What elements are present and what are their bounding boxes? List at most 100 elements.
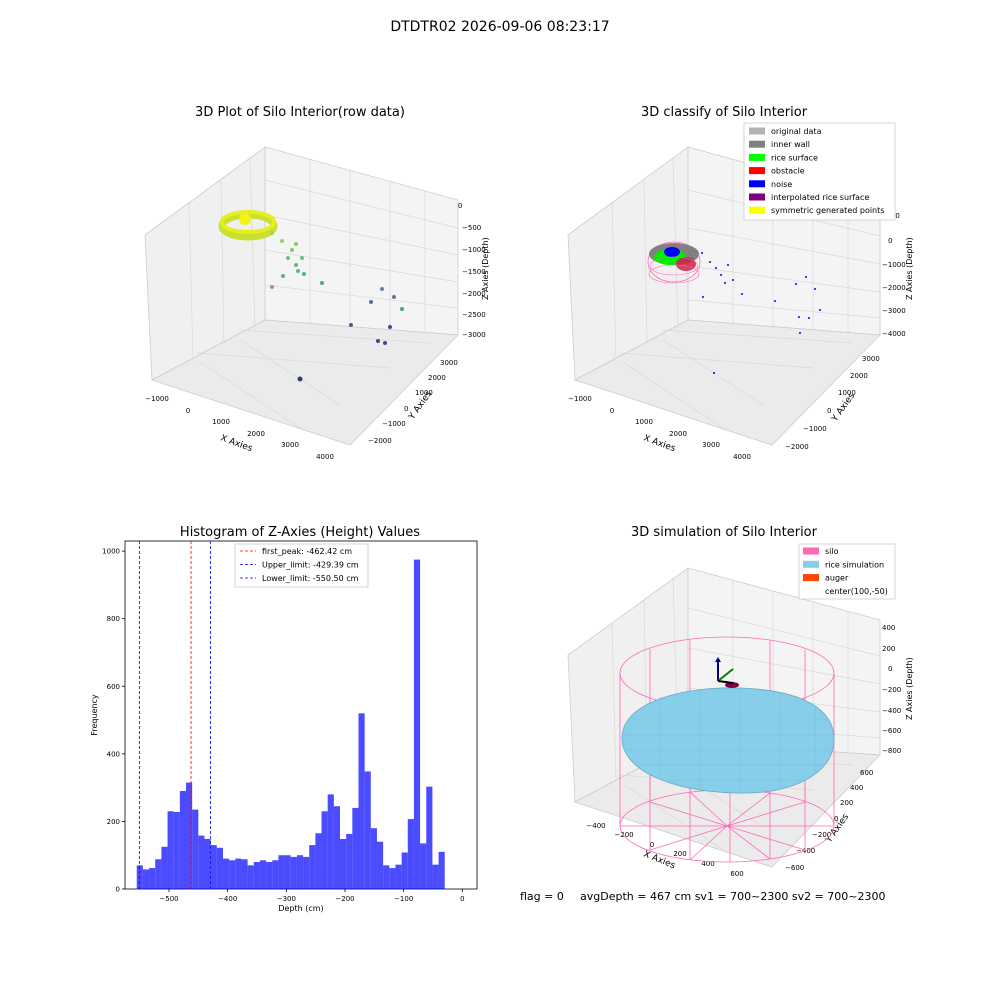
plot2-point <box>732 279 734 281</box>
plot2-xtick: 3000 <box>702 441 720 449</box>
plot4-zlabel: Z Axies (Depth) <box>905 657 914 720</box>
plot2-point <box>724 282 726 284</box>
hist-bar <box>222 858 230 889</box>
plot1-point <box>376 339 380 343</box>
hist-bar <box>259 860 267 889</box>
legend-label: rice simulation <box>825 560 884 569</box>
plot2-xtick: 2000 <box>669 430 687 438</box>
plot2-point <box>702 296 704 298</box>
plot4-xtick: −200 <box>614 831 633 839</box>
plot1-ztick: −3000 <box>462 331 486 339</box>
plot1-ytick: −2000 <box>368 437 392 445</box>
legend-swatch <box>749 180 765 188</box>
plot2-title: 3D classify of Silo Interior <box>641 105 808 120</box>
plot4-legend: silo rice simulation auger center(100,-50) <box>798 543 896 600</box>
legend-label: symmetric generated points <box>771 206 884 215</box>
plot1-xtick: 3000 <box>281 441 299 449</box>
plot1-point <box>400 307 404 311</box>
hist-bar <box>186 782 193 889</box>
plot2-ztick: 0 <box>888 237 892 245</box>
plot1-grid <box>188 157 459 429</box>
plot2-point <box>774 300 776 302</box>
hist-ytick-label: 0 <box>116 886 120 894</box>
hist-bar <box>179 791 187 889</box>
plot2-floor-pane <box>573 319 881 446</box>
hist-bar <box>136 865 143 889</box>
plot1-point <box>294 263 298 267</box>
plot4-ztick: −200 <box>882 686 901 694</box>
hist-bar <box>142 869 150 889</box>
hist-bar <box>229 860 236 889</box>
hist-legend-label: Lower_limit: -550.50 cm <box>262 574 359 583</box>
plot1-point <box>369 300 373 304</box>
plot4-ytick: −400 <box>796 847 815 855</box>
plot1-point <box>286 256 290 260</box>
plot4-ztick: 400 <box>882 624 895 632</box>
plot2-point <box>709 261 711 263</box>
plot1-zlabel: Z Axies (Depth) <box>481 237 490 300</box>
plot4-xtick: −400 <box>586 822 605 830</box>
plot-histogram: Histogram of Z-Axies (Height) Values −50… <box>90 525 478 913</box>
hist-bar <box>401 852 408 889</box>
plot2-legend-box <box>743 122 896 221</box>
hist-bar <box>376 841 384 889</box>
plot1-ztick: −2500 <box>462 311 486 319</box>
hist-bar <box>210 845 217 889</box>
hist-bar <box>253 861 260 889</box>
legend-swatch <box>749 153 765 161</box>
plot1-point <box>239 213 251 225</box>
hist-legend-label: first_peak: -462.42 cm <box>262 547 352 556</box>
plot1-point <box>270 231 274 235</box>
plot1-ztick: −1500 <box>462 268 486 276</box>
plot4-ztick: 200 <box>882 645 895 653</box>
hist-bar <box>389 868 396 889</box>
legend-label: inner wall <box>771 140 810 149</box>
plot2-point <box>795 283 797 285</box>
plot2-legend: original data inner wall rice surface obsta… <box>743 122 896 221</box>
footer-flag: flag = 0 <box>520 890 564 903</box>
hist-bar <box>352 807 359 889</box>
hist-xtick-label: −400 <box>218 895 237 903</box>
hist-bar <box>395 864 402 889</box>
plot4-rice-mesh <box>624 688 834 793</box>
plot2-obstacle <box>676 257 696 271</box>
hist-bar <box>383 865 390 889</box>
plot4-ztick: −400 <box>882 707 901 715</box>
plot2-xtick: −1000 <box>568 395 592 403</box>
plot2-xtick: 4000 <box>733 453 751 461</box>
legend-swatch <box>803 574 819 582</box>
plot1-ytick: 1000 <box>415 389 433 397</box>
plot2-point <box>805 276 807 278</box>
hist-bar <box>364 771 371 889</box>
legend-label: auger <box>825 574 849 583</box>
hist-bar <box>407 819 414 889</box>
plot1-point <box>280 239 284 243</box>
plot1-point <box>297 376 303 382</box>
plot4-ztick: −800 <box>882 747 901 755</box>
hist-bar <box>340 838 347 889</box>
plot4-axis-x <box>717 680 734 684</box>
legend-label: interpolated rice surface <box>771 193 869 202</box>
hist-bar <box>192 809 199 889</box>
plot1-title: 3D Plot of Silo Interior(row data) <box>195 105 405 120</box>
plot2-ytick: 0 <box>827 407 831 415</box>
plot1-point <box>281 274 285 278</box>
plot2-point <box>798 316 800 318</box>
hist-bar <box>161 846 168 889</box>
plot1-ytick: 3000 <box>440 359 458 367</box>
hist-bar <box>426 786 433 889</box>
hist-ytick-label: 400 <box>107 750 120 758</box>
hist-bar <box>247 865 254 889</box>
hist-title: Histogram of Z-Axies (Height) Values <box>180 525 420 540</box>
plot4-xtick: 200 <box>673 850 686 858</box>
plot1-point <box>302 272 306 276</box>
plot1-ztick: 0 <box>458 202 462 210</box>
plot4-xlabel: X Axies <box>642 850 677 872</box>
plot1-point <box>300 256 304 260</box>
plot1-point <box>296 269 300 273</box>
plot1-point <box>392 295 396 299</box>
plot4-ytick: −600 <box>785 864 804 872</box>
plot1-ytick: 0 <box>404 405 408 413</box>
plot2-point <box>741 293 743 295</box>
plot2-silo-ring <box>648 264 700 284</box>
